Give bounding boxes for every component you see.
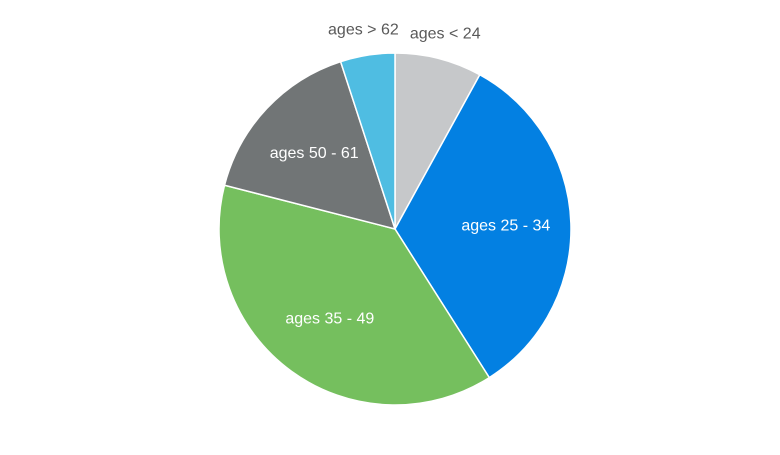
pie-slice-label: ages 50 - 61: [270, 145, 359, 162]
pie-slice-label: ages 25 - 34: [461, 218, 550, 235]
pie-slice-label: ages > 62: [328, 21, 399, 38]
pie-slice-label: ages < 24: [410, 25, 481, 42]
pie-slice: [218, 184, 491, 406]
pie-slice: [339, 52, 396, 230]
pie-slice-label: ages 35 - 49: [285, 311, 374, 328]
pie-slice: [394, 52, 481, 230]
pie-slice: [394, 73, 572, 379]
pie-slice: [223, 60, 397, 231]
